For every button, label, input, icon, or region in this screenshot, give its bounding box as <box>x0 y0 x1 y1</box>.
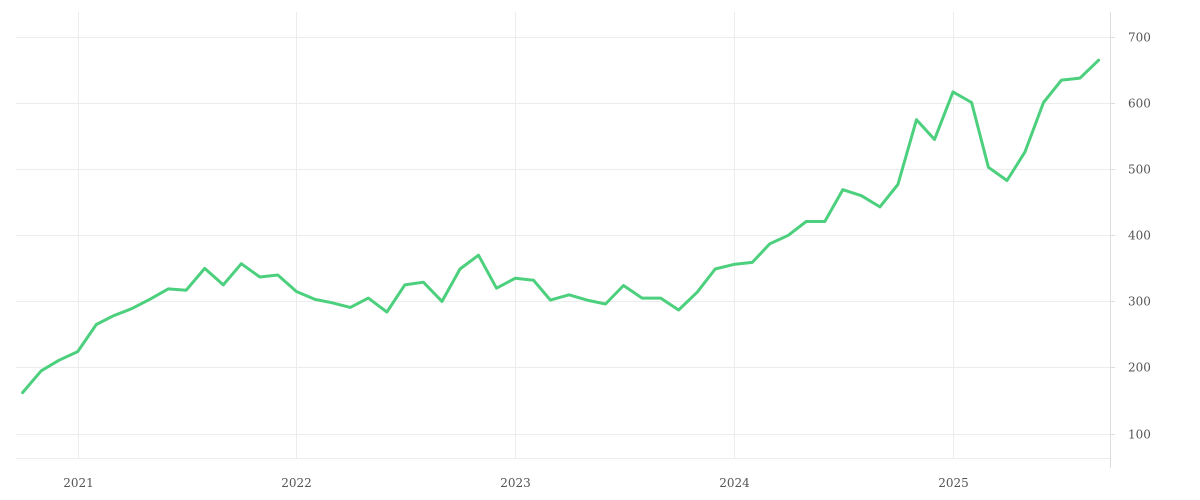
x-tick-label: 2023 <box>500 476 531 490</box>
y-tick-label: 500 <box>1128 163 1151 177</box>
y-tick-label: 400 <box>1128 229 1151 243</box>
x-tick-label: 2022 <box>281 476 312 490</box>
x-tick-label: 2021 <box>63 476 94 490</box>
y-tick-label: 300 <box>1128 295 1151 309</box>
series-line <box>21 58 1101 395</box>
y-gridlines <box>16 37 1110 435</box>
x-axis-ticks: 2021 2022 2023 2024 2025 <box>63 476 969 490</box>
y-axis-ticks: 100 200 300 400 500 600 700 <box>1110 31 1151 442</box>
x-gridlines <box>78 12 954 458</box>
y-tick-label: 200 <box>1128 361 1151 375</box>
y-tick-label: 700 <box>1128 31 1151 45</box>
y-tick-label: 600 <box>1128 97 1151 111</box>
y-tick-label: 100 <box>1128 428 1151 442</box>
x-tick-label: 2025 <box>938 476 969 490</box>
x-tick-label: 2024 <box>719 476 750 490</box>
